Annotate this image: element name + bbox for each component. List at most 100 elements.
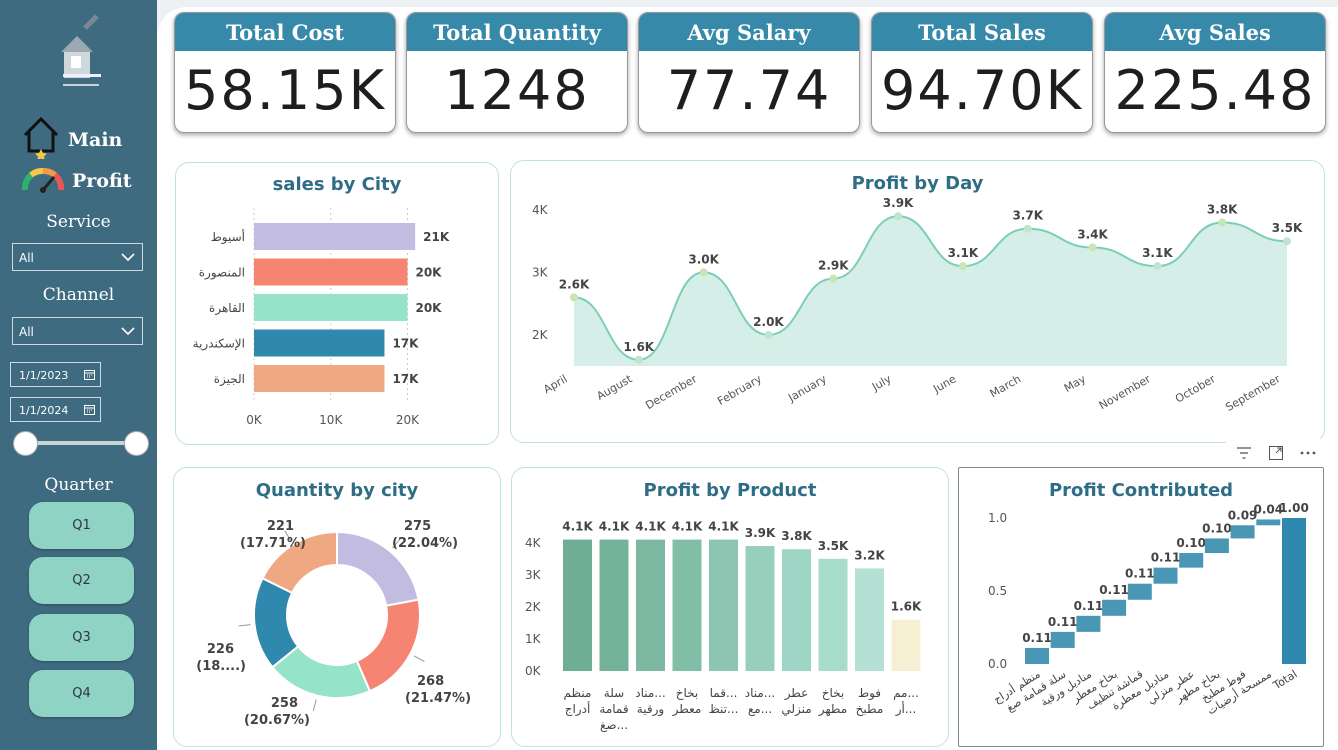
leader-line	[413, 655, 425, 662]
nav-profit[interactable]: Profit	[21, 163, 132, 198]
data-label: 3.5K	[1272, 221, 1303, 235]
x-tick-label: 0K	[246, 413, 263, 427]
waterfall-bar	[1076, 615, 1101, 632]
nav-main[interactable]: Main	[22, 115, 122, 164]
y-tick-label: 3K	[525, 568, 542, 582]
more-options-icon[interactable]	[1295, 442, 1321, 464]
waterfall-bar	[1230, 525, 1255, 539]
slice-percent-label: (18....)	[196, 659, 246, 674]
kpi-title: Total Quantity	[407, 13, 627, 51]
waterfall-bar	[1256, 519, 1281, 526]
x-tick-label: أدراج	[565, 701, 591, 717]
date-range-slider[interactable]	[25, 441, 137, 445]
calendar-icon[interactable]	[84, 369, 95, 380]
kpi-title: Total Sales	[872, 13, 1092, 51]
x-tick-label: عطر	[784, 686, 809, 701]
data-label: 0.04	[1253, 502, 1283, 516]
x-tick-label: بخاخ	[676, 686, 699, 700]
category-label: أسيوط	[211, 229, 245, 245]
x-tick-label: 10K	[319, 413, 343, 427]
service-select[interactable]: All	[12, 243, 143, 271]
leader-line	[392, 538, 401, 549]
x-tick-label: مم...	[893, 686, 919, 700]
start-date-input[interactable]: 1/1/2023	[10, 362, 101, 387]
visual-header-toolbar	[1226, 439, 1326, 467]
bar	[818, 558, 848, 671]
x-tick-label: March	[988, 372, 1024, 400]
data-label: 3.7K	[1012, 209, 1043, 223]
x-tick-label: منظم	[564, 686, 592, 700]
data-point	[764, 330, 773, 339]
waterfall-bar	[1204, 538, 1229, 554]
end-date-input[interactable]: 1/1/2024	[10, 397, 101, 422]
data-label: 20K	[415, 266, 442, 280]
quarter-q4-button[interactable]: Q4	[29, 670, 134, 717]
x-tick-label: May	[1062, 372, 1089, 395]
kpi-avg-salary: Avg Salary 77.74	[638, 12, 860, 133]
category-label: القاهرة	[209, 301, 245, 316]
waterfall-bar	[1179, 553, 1204, 568]
bar	[636, 539, 665, 671]
data-label: 0.11	[1099, 583, 1129, 597]
focus-mode-icon[interactable]	[1263, 442, 1289, 464]
kpi-value: 225.48	[1114, 59, 1316, 122]
slice-value-label: 275	[404, 519, 431, 534]
waterfall-bar	[1025, 647, 1049, 664]
calendar-icon[interactable]	[84, 404, 95, 415]
slice-percent-label: (20.67%)	[244, 713, 310, 728]
x-tick-label: December	[643, 372, 699, 412]
data-label: 4.1K	[672, 520, 703, 534]
leader-line	[312, 699, 317, 712]
chart-title: Profit Contributed	[1048, 480, 1234, 501]
data-point	[634, 355, 643, 364]
gauge-icon	[21, 163, 65, 198]
x-tick-label: June	[930, 372, 958, 396]
leader-line	[284, 530, 292, 542]
kpi-avg-sales: Avg Sales 225.48	[1104, 12, 1326, 133]
y-tick-label: 0.5	[988, 584, 1007, 598]
data-label: 1.6K	[891, 600, 922, 614]
slider-end-handle[interactable]	[124, 431, 149, 456]
profit-by-day-card: Profit by Day 2K 3K 4K 2.6K April 1.6K August 3…	[510, 160, 1325, 443]
quarter-q2-button[interactable]: Q2	[29, 557, 134, 604]
data-label: 3.8K	[1207, 202, 1238, 216]
bar	[254, 258, 408, 286]
data-label: 3.9K	[745, 526, 776, 540]
filter-icon[interactable]	[1231, 442, 1257, 464]
y-tick-label: 2K	[532, 328, 549, 342]
kpi-title: Avg Sales	[1105, 13, 1325, 51]
x-tick-label: قمامة	[599, 702, 628, 716]
data-label: 21K	[423, 230, 450, 244]
chevron-down-icon	[121, 253, 135, 262]
data-point	[894, 212, 903, 221]
data-label: 4.1K	[562, 520, 593, 534]
nav-profit-label: Profit	[72, 169, 132, 192]
waterfall-bar	[1282, 518, 1306, 664]
x-tick-label: February	[715, 372, 764, 408]
data-label: 3.5K	[818, 539, 849, 553]
kpi-title: Avg Salary	[639, 13, 859, 51]
x-tick-label: أر...	[895, 701, 917, 717]
bar	[745, 546, 775, 671]
bar	[254, 294, 408, 321]
waterfall-bar	[1153, 567, 1178, 584]
profit-contributed-card: Profit Contributed 0.0 0.5 1.0 0.11 منظم أدر…	[958, 467, 1324, 747]
chart-title: Profit by Product	[643, 480, 817, 501]
quarter-q3-button[interactable]: Q3	[29, 614, 134, 661]
data-point	[829, 274, 838, 283]
y-tick-label: 4K	[532, 203, 549, 217]
waterfall-bar	[1050, 631, 1075, 648]
channel-title: Channel	[42, 285, 115, 305]
sales-by-city-chart: 0K 10K 20K أسيوط 21K المنصورة 20K القاهرة 20K الإ…	[193, 208, 450, 427]
chart-title: Quantity by city	[255, 480, 419, 501]
data-label: 2.9K	[818, 259, 849, 273]
y-tick-label: 0K	[525, 664, 542, 678]
bar	[254, 329, 385, 357]
slider-start-handle[interactable]	[13, 431, 38, 456]
quarter-title: Quarter	[44, 475, 113, 495]
quarter-q1-button[interactable]: Q1	[29, 502, 134, 549]
channel-select[interactable]: All	[12, 317, 143, 345]
end-date-value: 1/1/2024	[19, 404, 69, 417]
slice-value-label: 226	[207, 642, 234, 657]
y-tick-label: 4K	[525, 536, 542, 550]
